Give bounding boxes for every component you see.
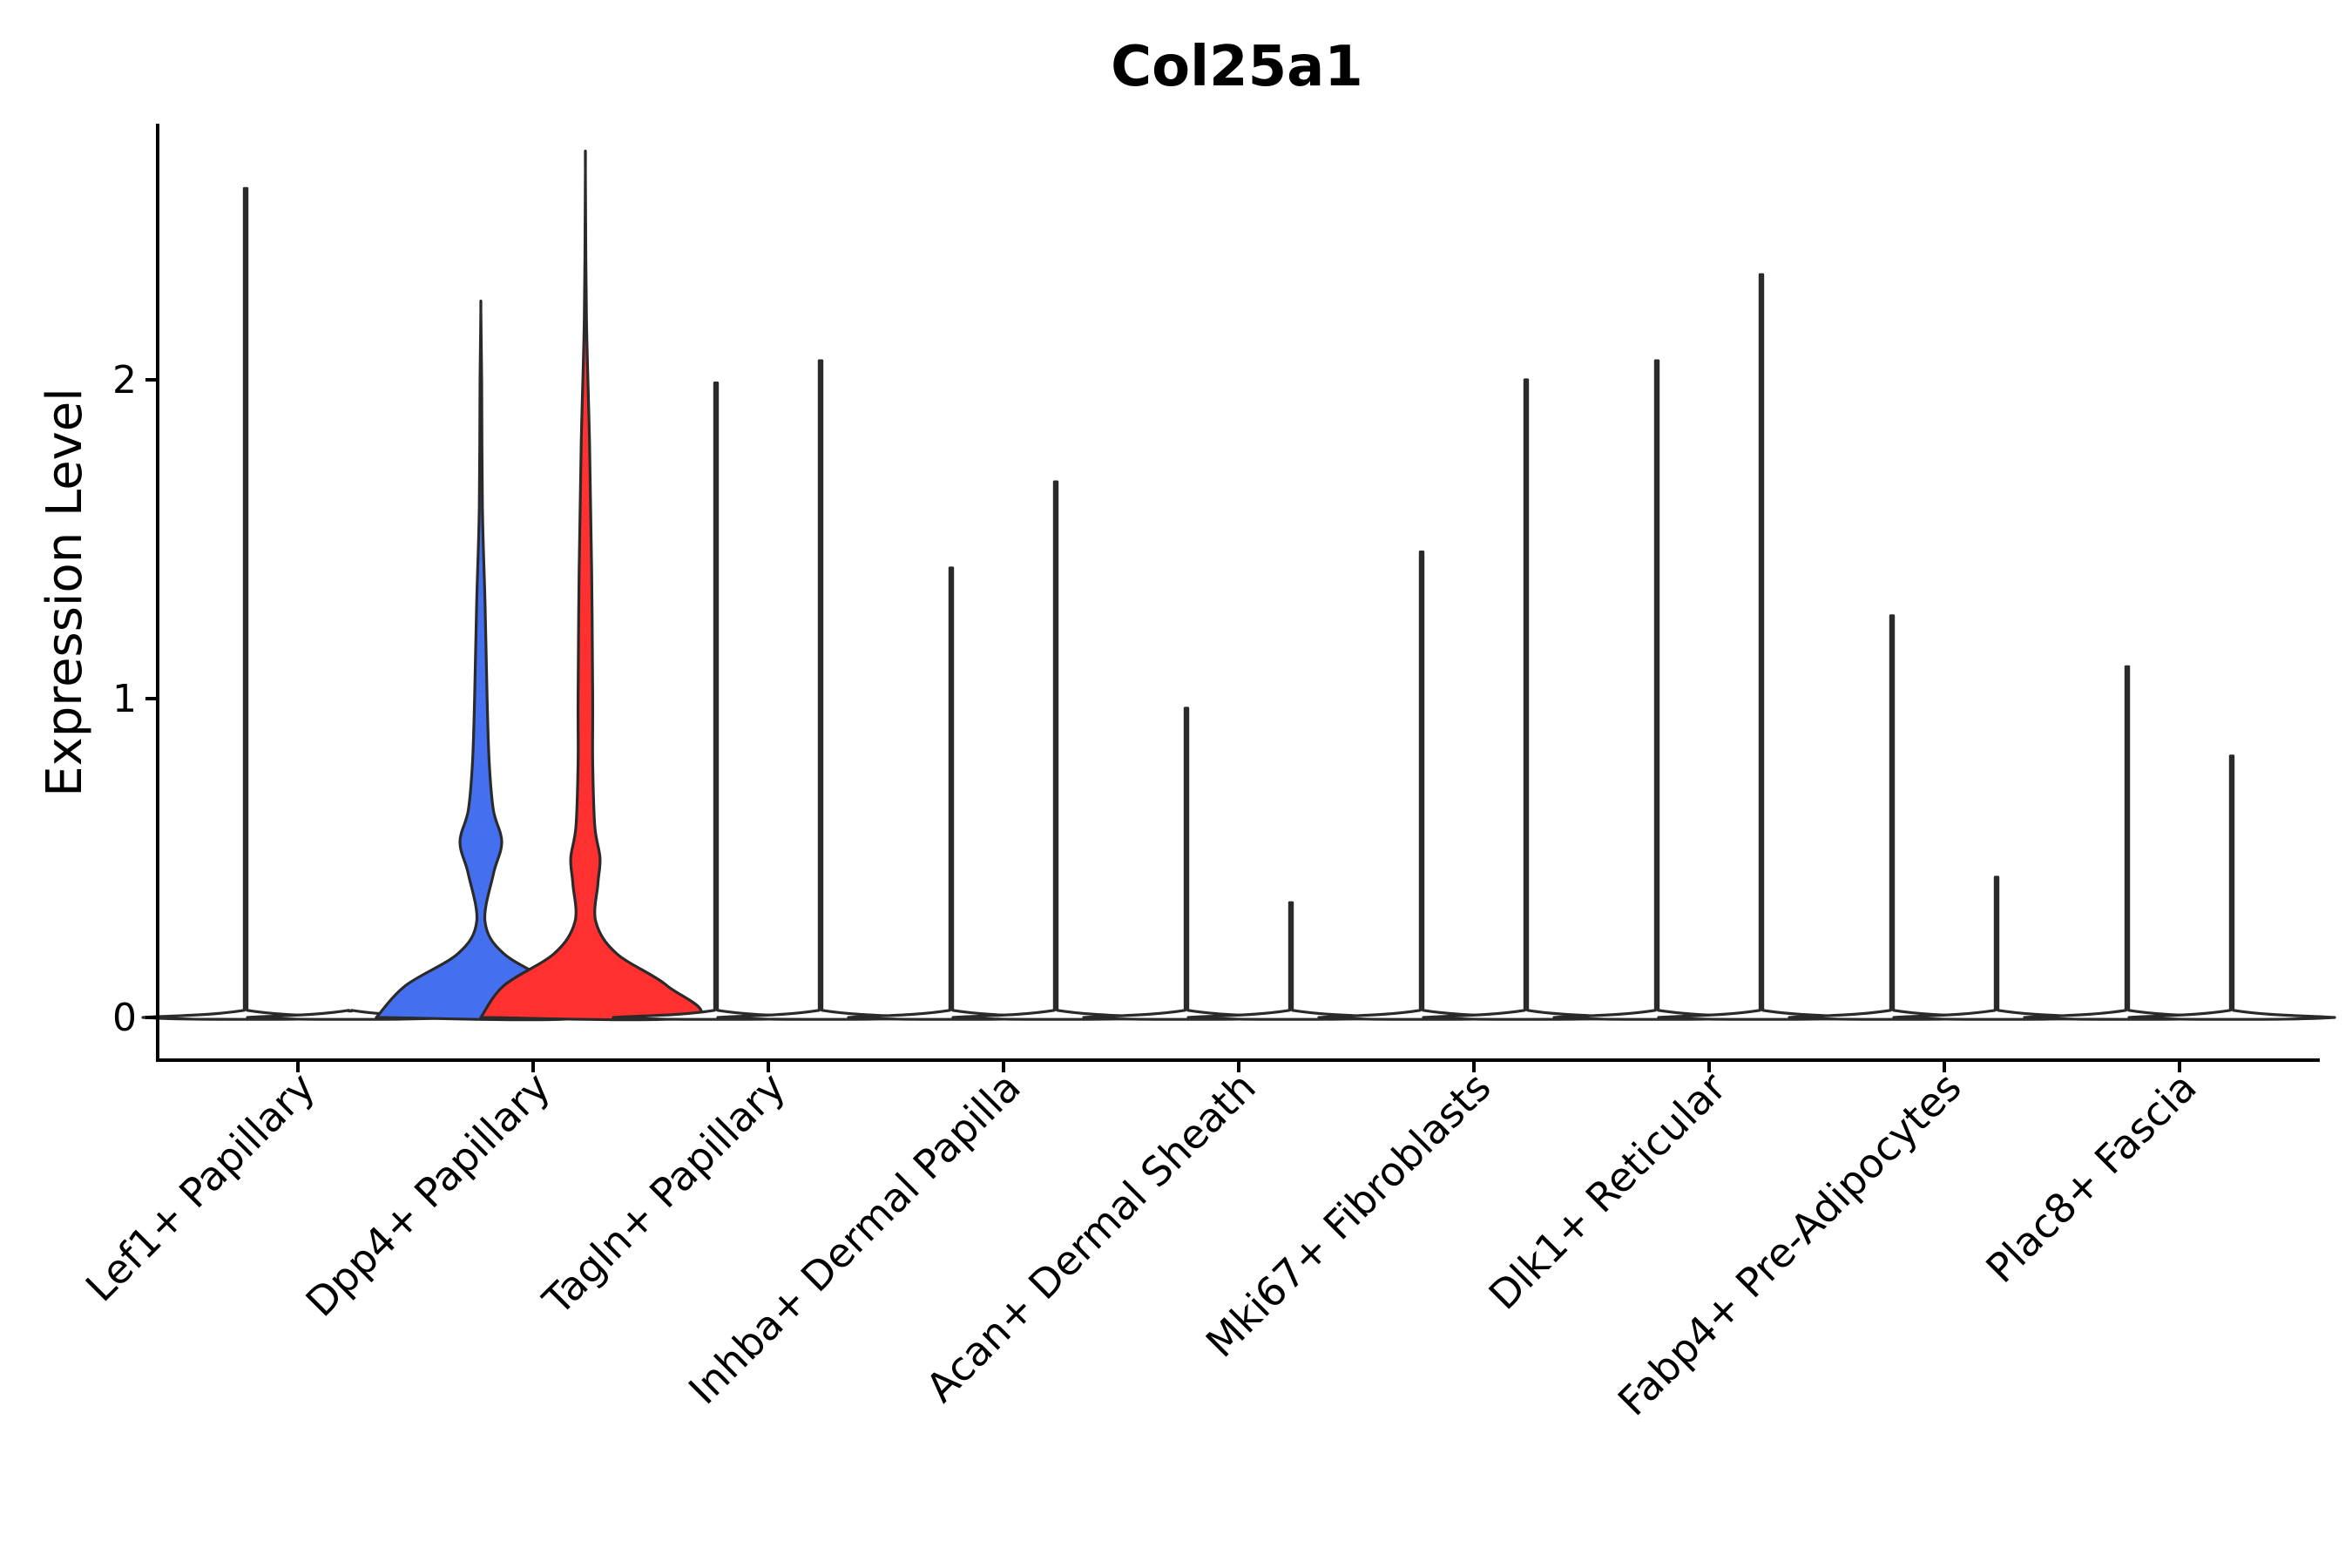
x-tick-label: Dpp4+ Papillary [297, 1064, 559, 1326]
violin-group1 [1552, 359, 1761, 1021]
x-tick-label: Lef1+ Papillary [77, 1064, 324, 1311]
y-tick-label-1: 1 [112, 677, 137, 721]
violin-group1 [1082, 706, 1291, 1021]
x-tick-label: Tagln+ Papillary [533, 1064, 794, 1325]
x-tick-label: Plac8+ Fascia [1977, 1064, 2205, 1292]
y-tick-label-0: 0 [112, 996, 137, 1040]
y-axis-label: Expression Level [37, 388, 93, 797]
violin-group1 [2023, 665, 2232, 1021]
chart-title: Col25a1 [1111, 35, 1363, 99]
violin-group2 [2127, 754, 2336, 1021]
y-tick-label-2: 2 [112, 358, 137, 402]
violin-group1 [141, 186, 350, 1021]
violin-group2 [1892, 875, 2101, 1021]
violin-group2 [479, 149, 703, 1022]
x-tick-label: Dlk1+ Reticular [1480, 1064, 1735, 1319]
violin-group1 [1788, 614, 1997, 1021]
violin-group1 [1317, 551, 1526, 1021]
violin-group1 [375, 299, 597, 1022]
violin-group1 [612, 382, 821, 1021]
violin-group2 [951, 480, 1160, 1021]
violin-group2 [1657, 273, 1866, 1021]
y-axis-ticks: 0 1 2 [112, 358, 158, 1040]
violin-group2 [716, 359, 925, 1021]
plot-area [141, 149, 2336, 1022]
violin-group2 [1186, 901, 1396, 1021]
violin-group2 [1422, 378, 1631, 1021]
violin-group1 [847, 566, 1056, 1021]
